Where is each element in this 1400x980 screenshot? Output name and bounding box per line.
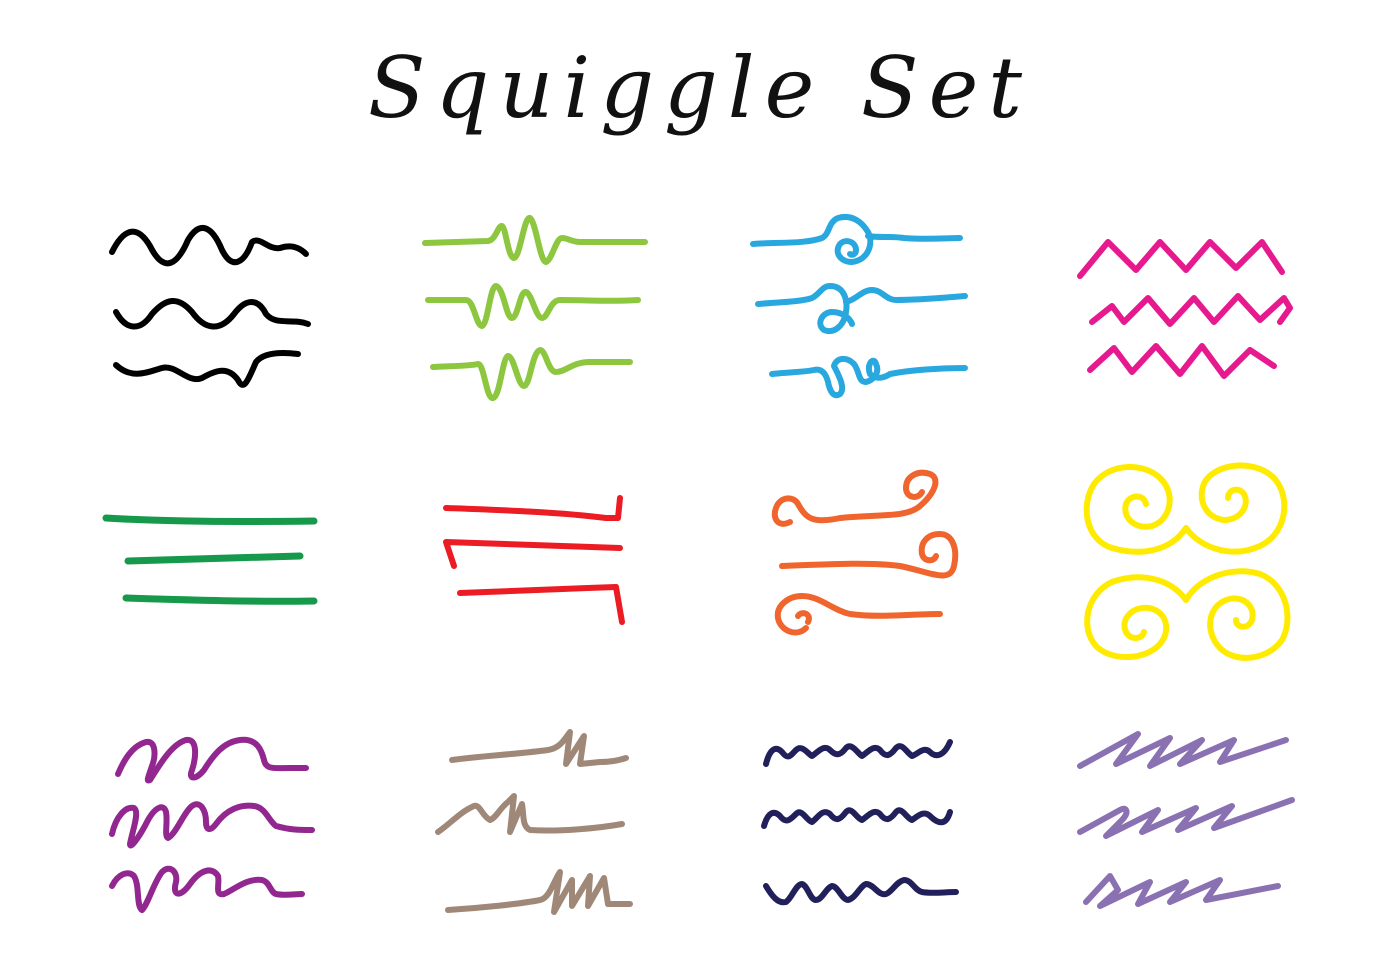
- squiggle-stroke: [779, 531, 959, 579]
- squiggle-group-line: [102, 514, 318, 605]
- squiggle-stroke: [445, 869, 633, 915]
- squiggle-stroke: [755, 283, 968, 334]
- squiggle-group-pulse: [422, 214, 648, 401]
- squiggle-stroke: [1083, 873, 1281, 909]
- squiggle-group-jag: [435, 729, 633, 915]
- squiggle-group-wave: [109, 225, 311, 388]
- squiggle-group-slash: [1077, 731, 1295, 909]
- squiggle-group-bracket: [443, 495, 625, 625]
- squiggle-stroke: [443, 495, 623, 521]
- squiggle-group-loop: [750, 214, 968, 399]
- squiggle-stroke: [1087, 343, 1277, 379]
- squiggle-stroke: [109, 865, 305, 913]
- squiggle-stroke: [124, 552, 304, 565]
- squiggle-stroke: [457, 584, 625, 625]
- squiggle-group-scribble: [109, 736, 315, 913]
- squiggle-group-curl: [771, 469, 959, 636]
- squiggle-stroke: [771, 469, 939, 527]
- squiggle-stroke: [422, 214, 648, 265]
- squiggle-stroke: [750, 214, 963, 265]
- page-title: Squiggle Set: [367, 39, 1033, 137]
- squiggle-stroke: [449, 729, 629, 767]
- squiggle-stroke: [443, 539, 623, 569]
- squiggle-stroke: [109, 801, 315, 849]
- squiggle-stroke: [1077, 731, 1289, 769]
- squiggle-group-ripple: [761, 739, 959, 906]
- squiggle-stroke: [1089, 293, 1293, 327]
- squiggle-stroke: [761, 807, 953, 829]
- squiggle-stroke: [109, 225, 309, 267]
- squiggle-stroke: [1077, 239, 1285, 279]
- squiggle-stroke: [1077, 797, 1295, 839]
- squiggle-group-spiral: [1083, 462, 1291, 661]
- squiggle-stroke: [435, 793, 625, 835]
- squiggle-stroke: [425, 283, 641, 329]
- squiggle-stroke: [113, 298, 311, 330]
- squiggle-stroke: [774, 593, 943, 636]
- squiggle-stroke: [115, 736, 309, 784]
- squiggle-stroke: [122, 594, 318, 605]
- squiggle-group-zigzag: [1077, 239, 1293, 379]
- squiggle-stroke: [763, 739, 953, 767]
- squiggle-stroke: [430, 347, 633, 401]
- squiggle-stroke: [113, 350, 301, 388]
- squiggle-stroke: [102, 514, 318, 526]
- squiggle-stroke: [1083, 462, 1288, 555]
- squiggle-stroke: [763, 877, 959, 906]
- squiggle-stroke: [1084, 568, 1291, 661]
- squiggle-stroke: [769, 356, 968, 399]
